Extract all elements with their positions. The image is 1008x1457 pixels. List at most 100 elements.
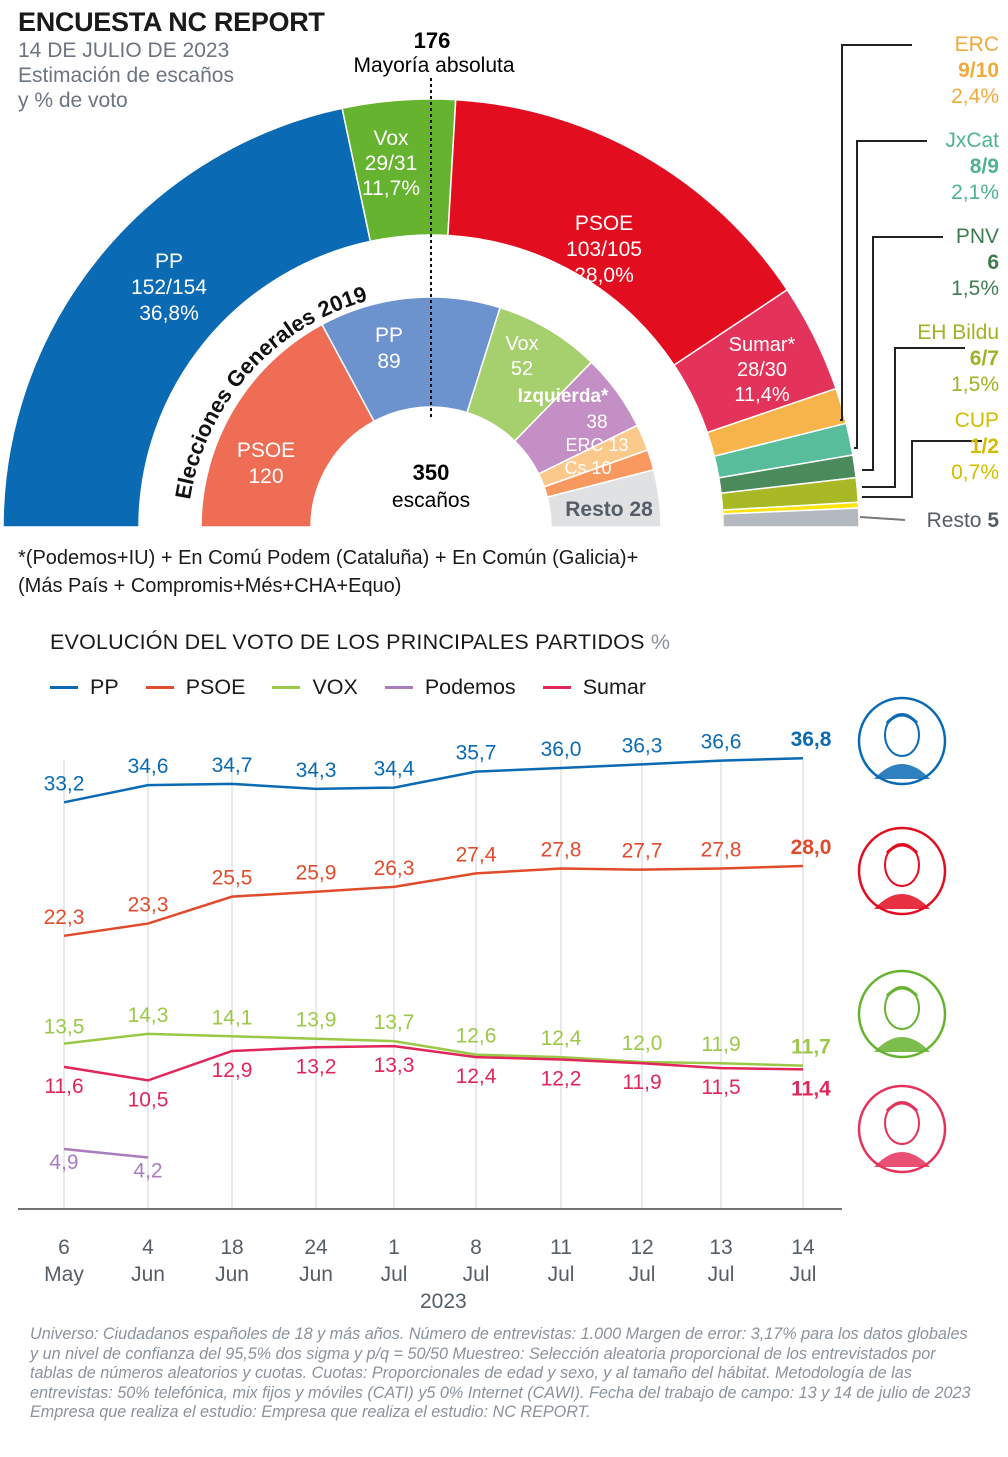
callout-resto: Resto 5 xyxy=(927,509,1000,532)
x-tick-month: Jul xyxy=(708,1263,735,1286)
evolution-title-text: EVOLUCIÓN DEL VOTO DE LOS PRINCIPALES PA… xyxy=(50,630,645,654)
chart-legend: PP PSOE VOX Podemos Sumar xyxy=(50,675,673,700)
callout-pct-pnv: 1,5% xyxy=(951,277,999,300)
data-label-vox: 14,3 xyxy=(128,1004,169,1027)
inner-vox-name: Vox xyxy=(505,333,538,355)
survey-date: 14 DE JULIO DE 2023 xyxy=(18,39,230,62)
data-label-sumar: 13,2 xyxy=(296,1055,337,1078)
outer-psoe-name: PSOE xyxy=(575,212,633,235)
data-label-pp: 36,8 xyxy=(791,728,832,751)
series-line-pp xyxy=(63,756,804,804)
legend-label-podemos: Podemos xyxy=(424,675,516,699)
portrait-hair-icon xyxy=(885,843,919,855)
evolution-title-unit: % xyxy=(650,630,671,654)
outer-label-vox: Vox 29/31 11,7% xyxy=(362,127,420,200)
callout-seats-pnv: 6 xyxy=(987,251,999,274)
portrait-shoulders-icon xyxy=(874,894,930,909)
data-label-pp: 34,7 xyxy=(212,754,253,777)
data-label-psoe: 27,8 xyxy=(541,838,582,861)
outer-label-psoe: PSOE 103/105 28,0% xyxy=(566,212,642,287)
data-label-vox: 12,4 xyxy=(541,1027,582,1050)
outer-pp-pct: 36,8% xyxy=(139,302,199,325)
legend-label-sumar: Sumar xyxy=(582,675,647,699)
legend-swatch-podemos xyxy=(384,686,413,689)
data-label-pp: 33,2 xyxy=(44,772,85,795)
x-tick-month: Jul xyxy=(629,1263,656,1286)
portrait-hair-icon xyxy=(885,986,919,998)
data-label-psoe: 25,5 xyxy=(212,867,253,890)
legend-label-pp: PP xyxy=(90,675,119,699)
x-tick-month: May xyxy=(44,1263,84,1286)
data-label-sumar: 12,9 xyxy=(212,1059,253,1082)
leader-portrait-pp xyxy=(857,696,947,786)
inner-izq-seats: 38 xyxy=(586,412,607,433)
majority-label: Mayoría absoluta xyxy=(353,54,514,77)
callout-seats-bildu: 6/7 xyxy=(970,347,999,370)
x-tick-day: 1 xyxy=(388,1236,400,1259)
legend-item-psoe: PSOE xyxy=(145,675,245,700)
outer-sumar-pct: 11,4% xyxy=(734,384,789,406)
data-label-sumar: 11,4 xyxy=(791,1077,831,1100)
inner-pp-name: PP xyxy=(375,324,403,347)
center-seat-total: 350 xyxy=(413,460,450,485)
x-tick-day: 4 xyxy=(142,1236,154,1259)
data-label-pp: 34,6 xyxy=(128,755,169,778)
portrait-shoulders-icon xyxy=(874,1152,930,1167)
data-label-psoe: 23,3 xyxy=(128,894,169,917)
sumar-footnote: *(Podemos+IU) + En Comú Podem (Cataluña)… xyxy=(18,544,638,600)
portrait-hair-icon xyxy=(885,1101,919,1113)
callout-line-pnv xyxy=(862,236,943,471)
data-label-sumar: 13,3 xyxy=(374,1054,415,1077)
data-label-sumar: 12,2 xyxy=(541,1068,582,1091)
data-label-sumar: 10,5 xyxy=(128,1088,169,1111)
inner-cs-label: Cs 10 xyxy=(564,458,611,478)
portrait-frame xyxy=(857,696,947,786)
outer-pp-seats: 152/154 xyxy=(131,276,207,299)
callout-seats-jxcat: 8/9 xyxy=(970,155,999,178)
data-label-psoe: 27,8 xyxy=(701,838,742,861)
inner-vox-seats: 52 xyxy=(511,358,533,380)
callout-line-resto xyxy=(859,516,906,521)
legend-item-pp: PP xyxy=(50,675,119,700)
outer-pp-name: PP xyxy=(155,250,183,273)
data-label-vox: 13,5 xyxy=(44,1016,85,1039)
callout-resto-name: Resto xyxy=(927,509,988,532)
data-label-sumar: 11,5 xyxy=(701,1076,740,1099)
portrait-frame xyxy=(857,826,947,916)
callout-line-bildu xyxy=(862,347,965,488)
footnote-line1: *(Podemos+IU) + En Comú Podem (Cataluña)… xyxy=(18,547,639,569)
data-label-pp: 36,6 xyxy=(701,731,742,754)
data-label-vox: 12,6 xyxy=(456,1025,497,1048)
callout-name-pnv: PNV xyxy=(956,225,999,248)
legend-label-vox: VOX xyxy=(312,675,358,699)
x-tick-day: 18 xyxy=(220,1236,243,1259)
x-tick-month: Jul xyxy=(548,1263,575,1286)
x-tick-month: Jul xyxy=(381,1263,408,1286)
legend-item-podemos: Podemos xyxy=(384,675,516,700)
outer-label-sumar: Sumar* 28/30 11,4% xyxy=(729,334,796,406)
series-line-podemos xyxy=(63,1147,149,1159)
legend-item-sumar: Sumar xyxy=(542,675,647,700)
subtitle-line2: y % de voto xyxy=(18,89,128,112)
legend-swatch-vox xyxy=(272,686,301,689)
inner-seat-sector-inner_resto xyxy=(546,468,662,528)
portrait-shoulders-icon xyxy=(874,764,930,779)
evolution-title: EVOLUCIÓN DEL VOTO DE LOS PRINCIPALES PA… xyxy=(50,630,670,655)
x-tick-day: 24 xyxy=(304,1236,328,1259)
x-tick-day: 14 xyxy=(791,1236,815,1259)
legend-swatch-psoe xyxy=(145,686,174,689)
x-tick-day: 8 xyxy=(470,1236,482,1259)
legend-swatch-sumar xyxy=(542,686,571,689)
inner-hemicycle-2019 xyxy=(200,296,662,528)
callout-resto-seats: 5 xyxy=(987,509,999,532)
outer-seat-sector-resto xyxy=(721,507,860,528)
inner-resto-label: Resto 28 xyxy=(565,498,653,521)
data-label-pp: 35,7 xyxy=(456,742,497,765)
outer-vox-pct: 11,7% xyxy=(362,177,420,200)
data-label-pp: 36,3 xyxy=(622,734,663,757)
x-tick-month: Jul xyxy=(463,1263,490,1286)
portrait-hair-icon xyxy=(885,713,919,725)
leader-portrait-vox xyxy=(857,969,947,1059)
outer-sumar-seats: 28/30 xyxy=(737,359,787,381)
x-tick-day: 11 xyxy=(550,1236,572,1259)
